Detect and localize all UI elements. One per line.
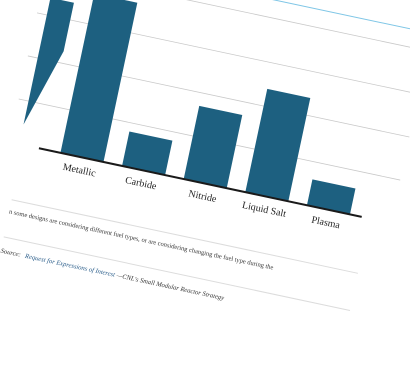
tick-label-metallic: Metallic — [62, 162, 97, 180]
source-link[interactable]: Request for Expressions of Interest — [23, 253, 115, 279]
bar-metallic — [60, 0, 138, 162]
x-axis-line — [38, 147, 362, 218]
bar-liquid-salt — [245, 88, 311, 202]
tick-label-plasma: Plasma — [310, 215, 341, 232]
bars — [23, 0, 356, 215]
bar-partial — [23, 0, 74, 125]
gridline — [46, 0, 410, 52]
bar-plasma — [306, 179, 356, 215]
tick-label-carbide: Carbide — [124, 175, 158, 192]
bar-carbide — [122, 131, 173, 176]
top-accent-line — [157, 0, 410, 43]
tick-label-nitride: Nitride — [187, 188, 218, 205]
caption-divider — [11, 199, 358, 274]
source-divider — [3, 236, 351, 311]
bar-nitride — [183, 105, 243, 189]
source-rest: —CNL's Small Modular Reactor Strategy — [115, 272, 225, 302]
source-line: Source: Request for Expressions of Inter… — [0, 248, 225, 302]
source-label: Source: — [0, 248, 21, 259]
tick-label-liquid-salt: Liquid Salt — [241, 200, 287, 220]
